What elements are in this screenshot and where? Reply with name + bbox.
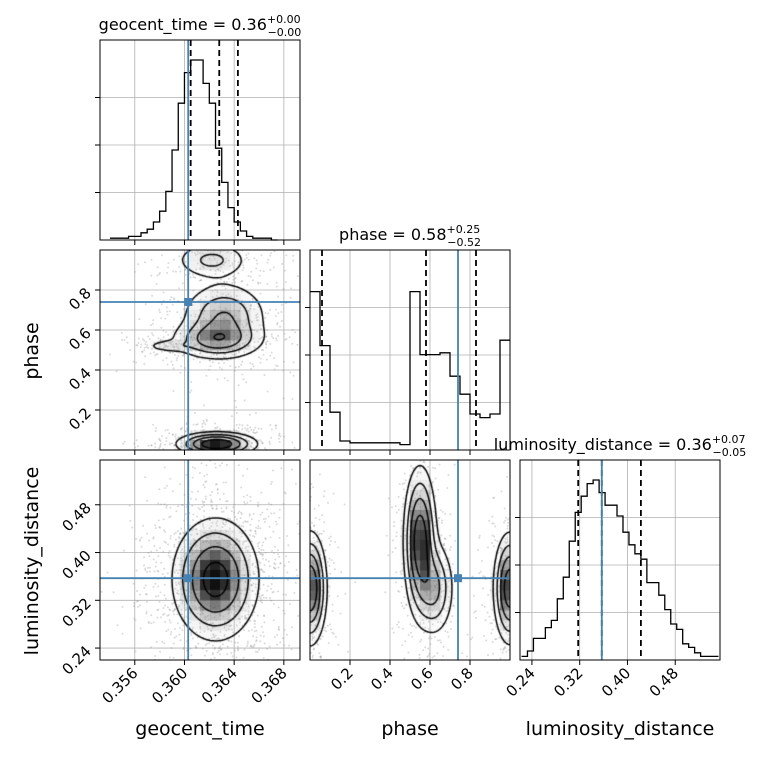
phase-1d-title: phase = 0.58+0.25 −0.52 [339, 223, 481, 249]
geocent_time-1d-step [109, 59, 278, 241]
luminosity_distance-vs-phase-truth-marker [454, 574, 462, 583]
luminosity_distance-1d-xtick-label: 0.40 [598, 664, 634, 700]
luminosity_distance-vs-phase-xtick-label: 0.2 [327, 664, 357, 694]
luminosity_distance-vs-geocent_time-ytick-label: 0.48 [58, 499, 94, 535]
luminosity_distance-1d-title: luminosity_distance = 0.36+0.07 −0.05 [494, 433, 747, 459]
luminosity_distance-vs-phase-xtick-label: 0.6 [407, 664, 437, 694]
luminosity_distance-vs-phase-density [310, 460, 510, 660]
phase-vs-geocent_time-frame [99, 249, 301, 451]
luminosity_distance-vs-geocent_time-xtick-label: 0.360 [148, 664, 191, 707]
luminosity_distance-vs-geocent_time-xtick-label: 0.368 [248, 664, 291, 707]
geocent_time-1d-frame [99, 39, 301, 241]
phase-1d-frame [309, 249, 511, 451]
luminosity_distance-vs-phase-frame [309, 459, 511, 661]
phase-vs-geocent_time-ytick-label: 0.8 [65, 284, 95, 314]
luminosity_distance-1d-xtick-label: 0.48 [646, 664, 682, 700]
luminosity_distance-vs-phase-xtick-label: 0.8 [447, 664, 477, 694]
phase-1d-step [310, 290, 510, 446]
x-axis-label-geocent_time: geocent_time [135, 718, 264, 740]
y-axis-label-phase: phase [21, 322, 43, 379]
luminosity_distance-vs-geocent_time-ytick-label: 0.40 [58, 547, 94, 583]
luminosity_distance-1d-xtick-label: 0.24 [502, 664, 538, 700]
luminosity_distance-vs-geocent_time-xtick-label: 0.356 [99, 664, 142, 707]
luminosity_distance-vs-phase-xtick-label: 0.4 [367, 664, 397, 694]
luminosity_distance-vs-geocent_time-xtick-label: 0.364 [198, 664, 241, 707]
x-axis-label-phase: phase [381, 718, 438, 740]
phase-vs-geocent_time-ytick-label: 0.2 [65, 404, 95, 434]
geocent_time-1d-title: geocent_time = 0.36+0.00 −0.00 [99, 13, 302, 39]
x-axis-label-luminosity_distance: luminosity_distance [526, 718, 715, 740]
luminosity_distance-vs-geocent_time-density [100, 460, 300, 660]
luminosity_distance-vs-geocent_time-frame [99, 459, 301, 661]
luminosity_distance-vs-geocent_time-truth-marker [184, 574, 193, 583]
luminosity_distance-1d-step [521, 479, 719, 658]
phase-vs-geocent_time-ytick-label: 0.6 [65, 324, 95, 354]
luminosity_distance-vs-geocent_time-ytick-label: 0.32 [58, 594, 94, 630]
luminosity_distance-1d-xtick-label: 0.32 [550, 664, 586, 700]
phase-vs-geocent_time-ytick-label: 0.4 [65, 364, 95, 394]
luminosity_distance-1d-frame [519, 459, 721, 661]
y-axis-label-luminosity_distance: luminosity_distance [21, 467, 43, 656]
phase-vs-geocent_time-density [100, 250, 300, 450]
luminosity_distance-vs-geocent_time-ytick-label: 0.24 [58, 642, 94, 678]
phase-vs-geocent_time-truth-marker [184, 298, 193, 306]
